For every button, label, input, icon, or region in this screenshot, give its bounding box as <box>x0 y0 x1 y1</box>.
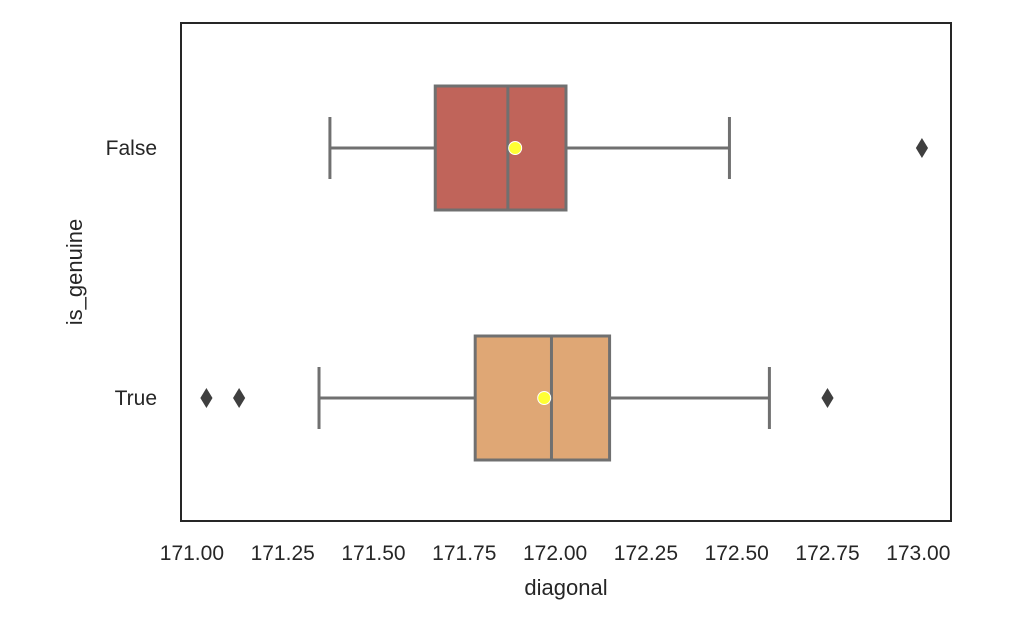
x-tick-label: 173.00 <box>886 542 950 565</box>
y-axis-label: is_genuine <box>62 219 87 325</box>
x-tick-label: 171.75 <box>432 542 496 565</box>
x-tick-label: 172.75 <box>795 542 859 565</box>
mean-marker-true <box>537 391 552 405</box>
mean-marker-false <box>508 141 523 155</box>
x-tick-label: 171.25 <box>251 542 315 565</box>
outlier-point-true <box>233 388 246 408</box>
x-tick-label: 172.00 <box>523 542 587 565</box>
box-false <box>433 84 568 212</box>
y-tick-label: False <box>106 137 157 160</box>
x-tick-label: 171.00 <box>160 542 224 565</box>
x-axis-ticks: 171.00 171.25 171.50 171.75 172.00 172.25 172.… <box>160 542 951 565</box>
y-tick-label: True <box>115 387 157 410</box>
outlier-point-true <box>200 388 213 408</box>
y-axis-ticks: False True <box>106 137 157 410</box>
x-tick-label: 172.25 <box>614 542 678 565</box>
x-axis-label: diagonal <box>524 575 607 600</box>
outlier-point-false <box>915 138 929 158</box>
outlier-point-true <box>821 388 834 408</box>
x-tick-label: 171.50 <box>341 542 405 565</box>
x-tick-label: 172.50 <box>705 542 769 565</box>
plot-layer <box>200 84 929 462</box>
